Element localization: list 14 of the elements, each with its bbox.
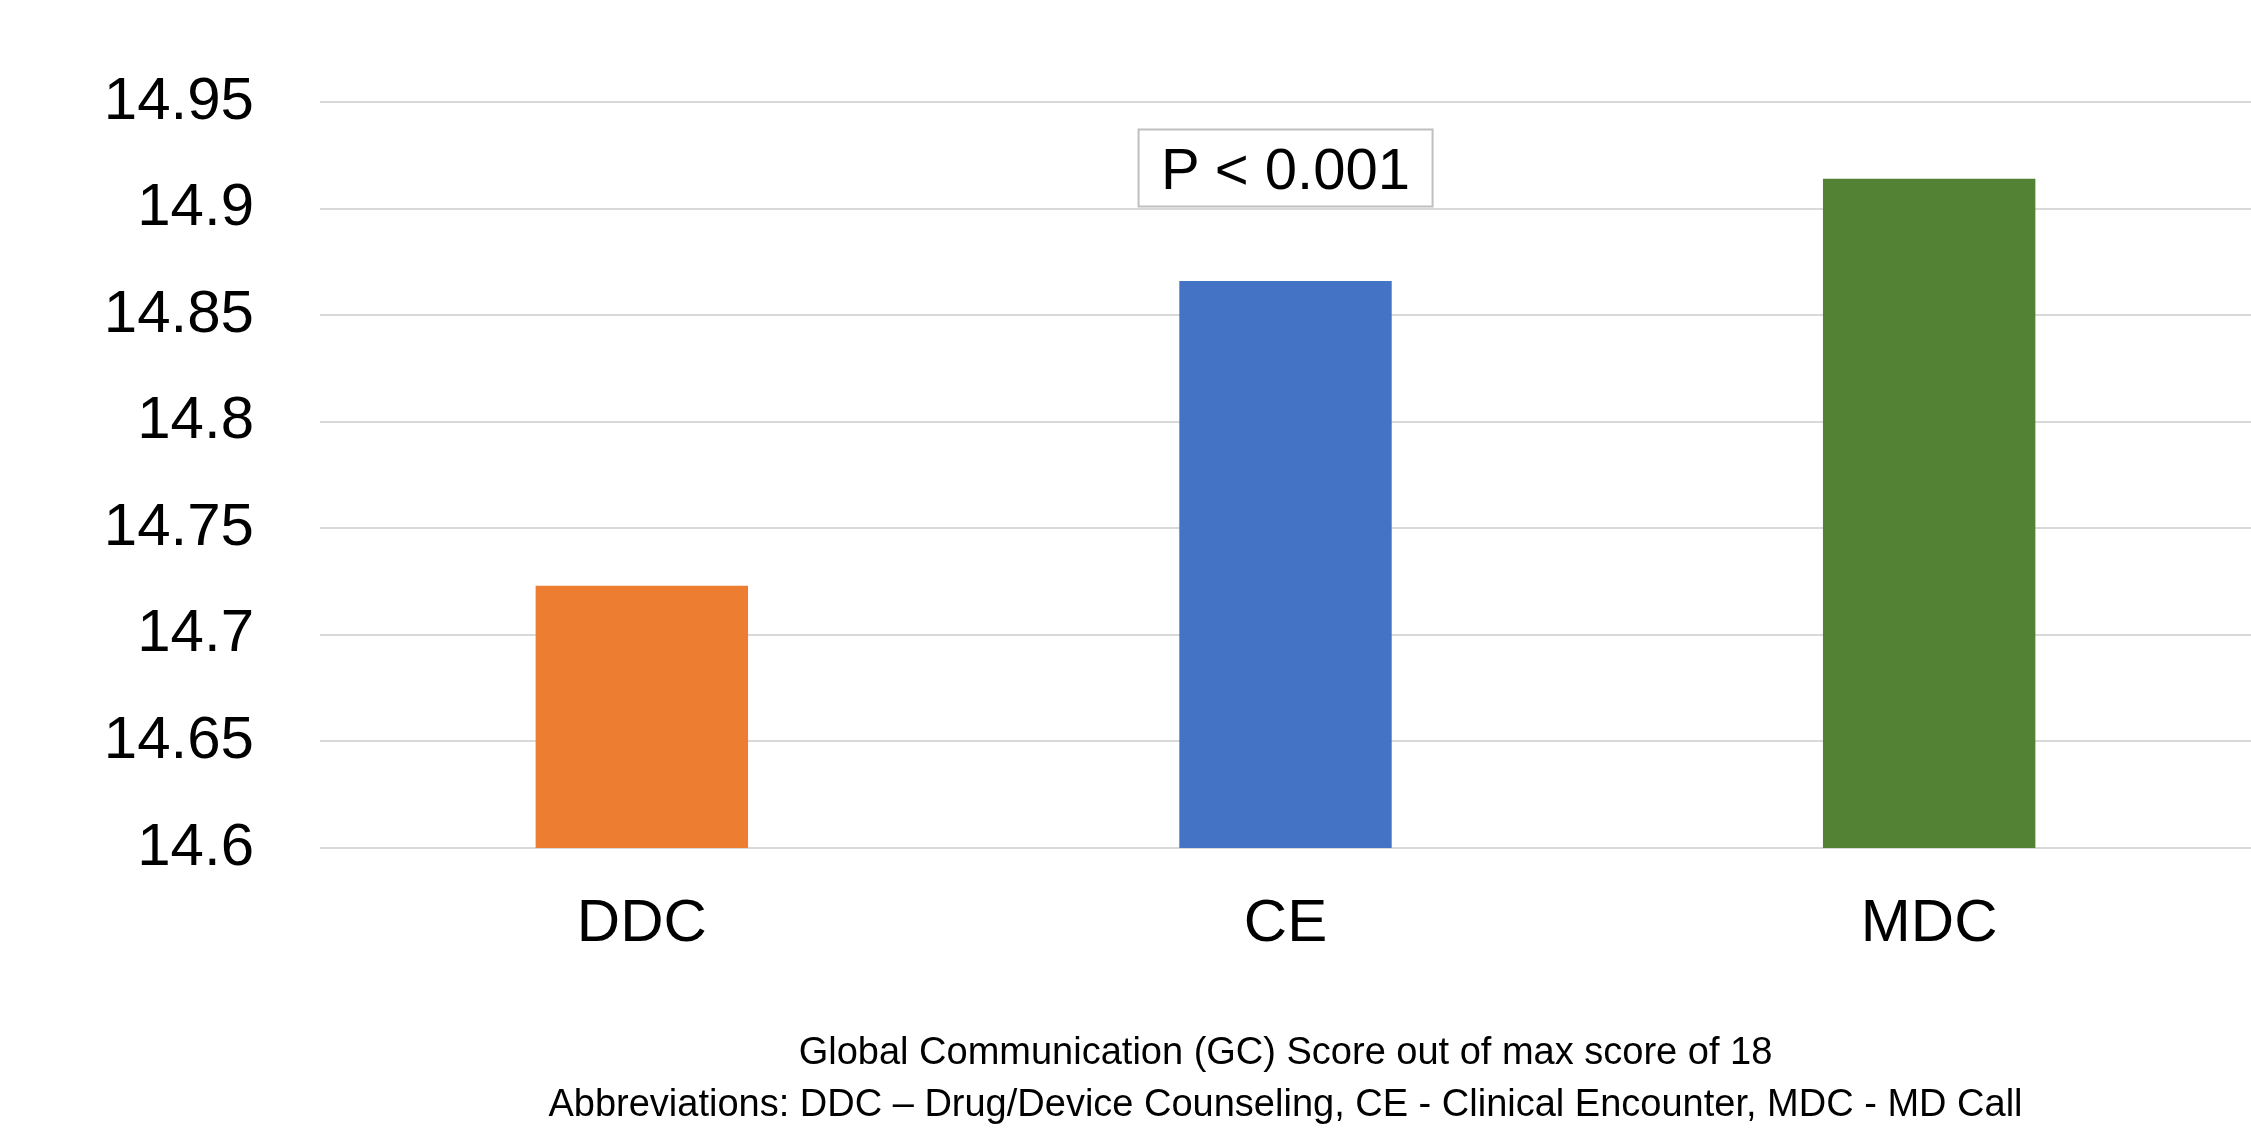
x-tick-label: CE (1243, 886, 1328, 954)
x-tick-label: DDC (576, 886, 707, 954)
y-tick-label: 14.75 (103, 490, 254, 558)
y-tick-label: 14.95 (103, 64, 254, 132)
y-tick-label: 14.85 (103, 277, 254, 345)
y-tick-label: 14.8 (137, 384, 254, 452)
y-tick-label: 14.9 (137, 171, 254, 239)
text: Global Communication (GC) Score out of max score of 18 (797, 1029, 1774, 1074)
text: Abbreviations: DDC – Drug/Device Counseling, CE - Clinical Encounter, MDC - MD Call (547, 1081, 2024, 1126)
x-tick-label: MDC (1860, 886, 1998, 954)
y-tick-label: 14.7 (137, 597, 254, 665)
y-tick-label: 14.65 (103, 703, 254, 771)
y-tick-label: 14.6 (137, 810, 254, 878)
annotation: P < 0.001 (1137, 128, 1434, 208)
